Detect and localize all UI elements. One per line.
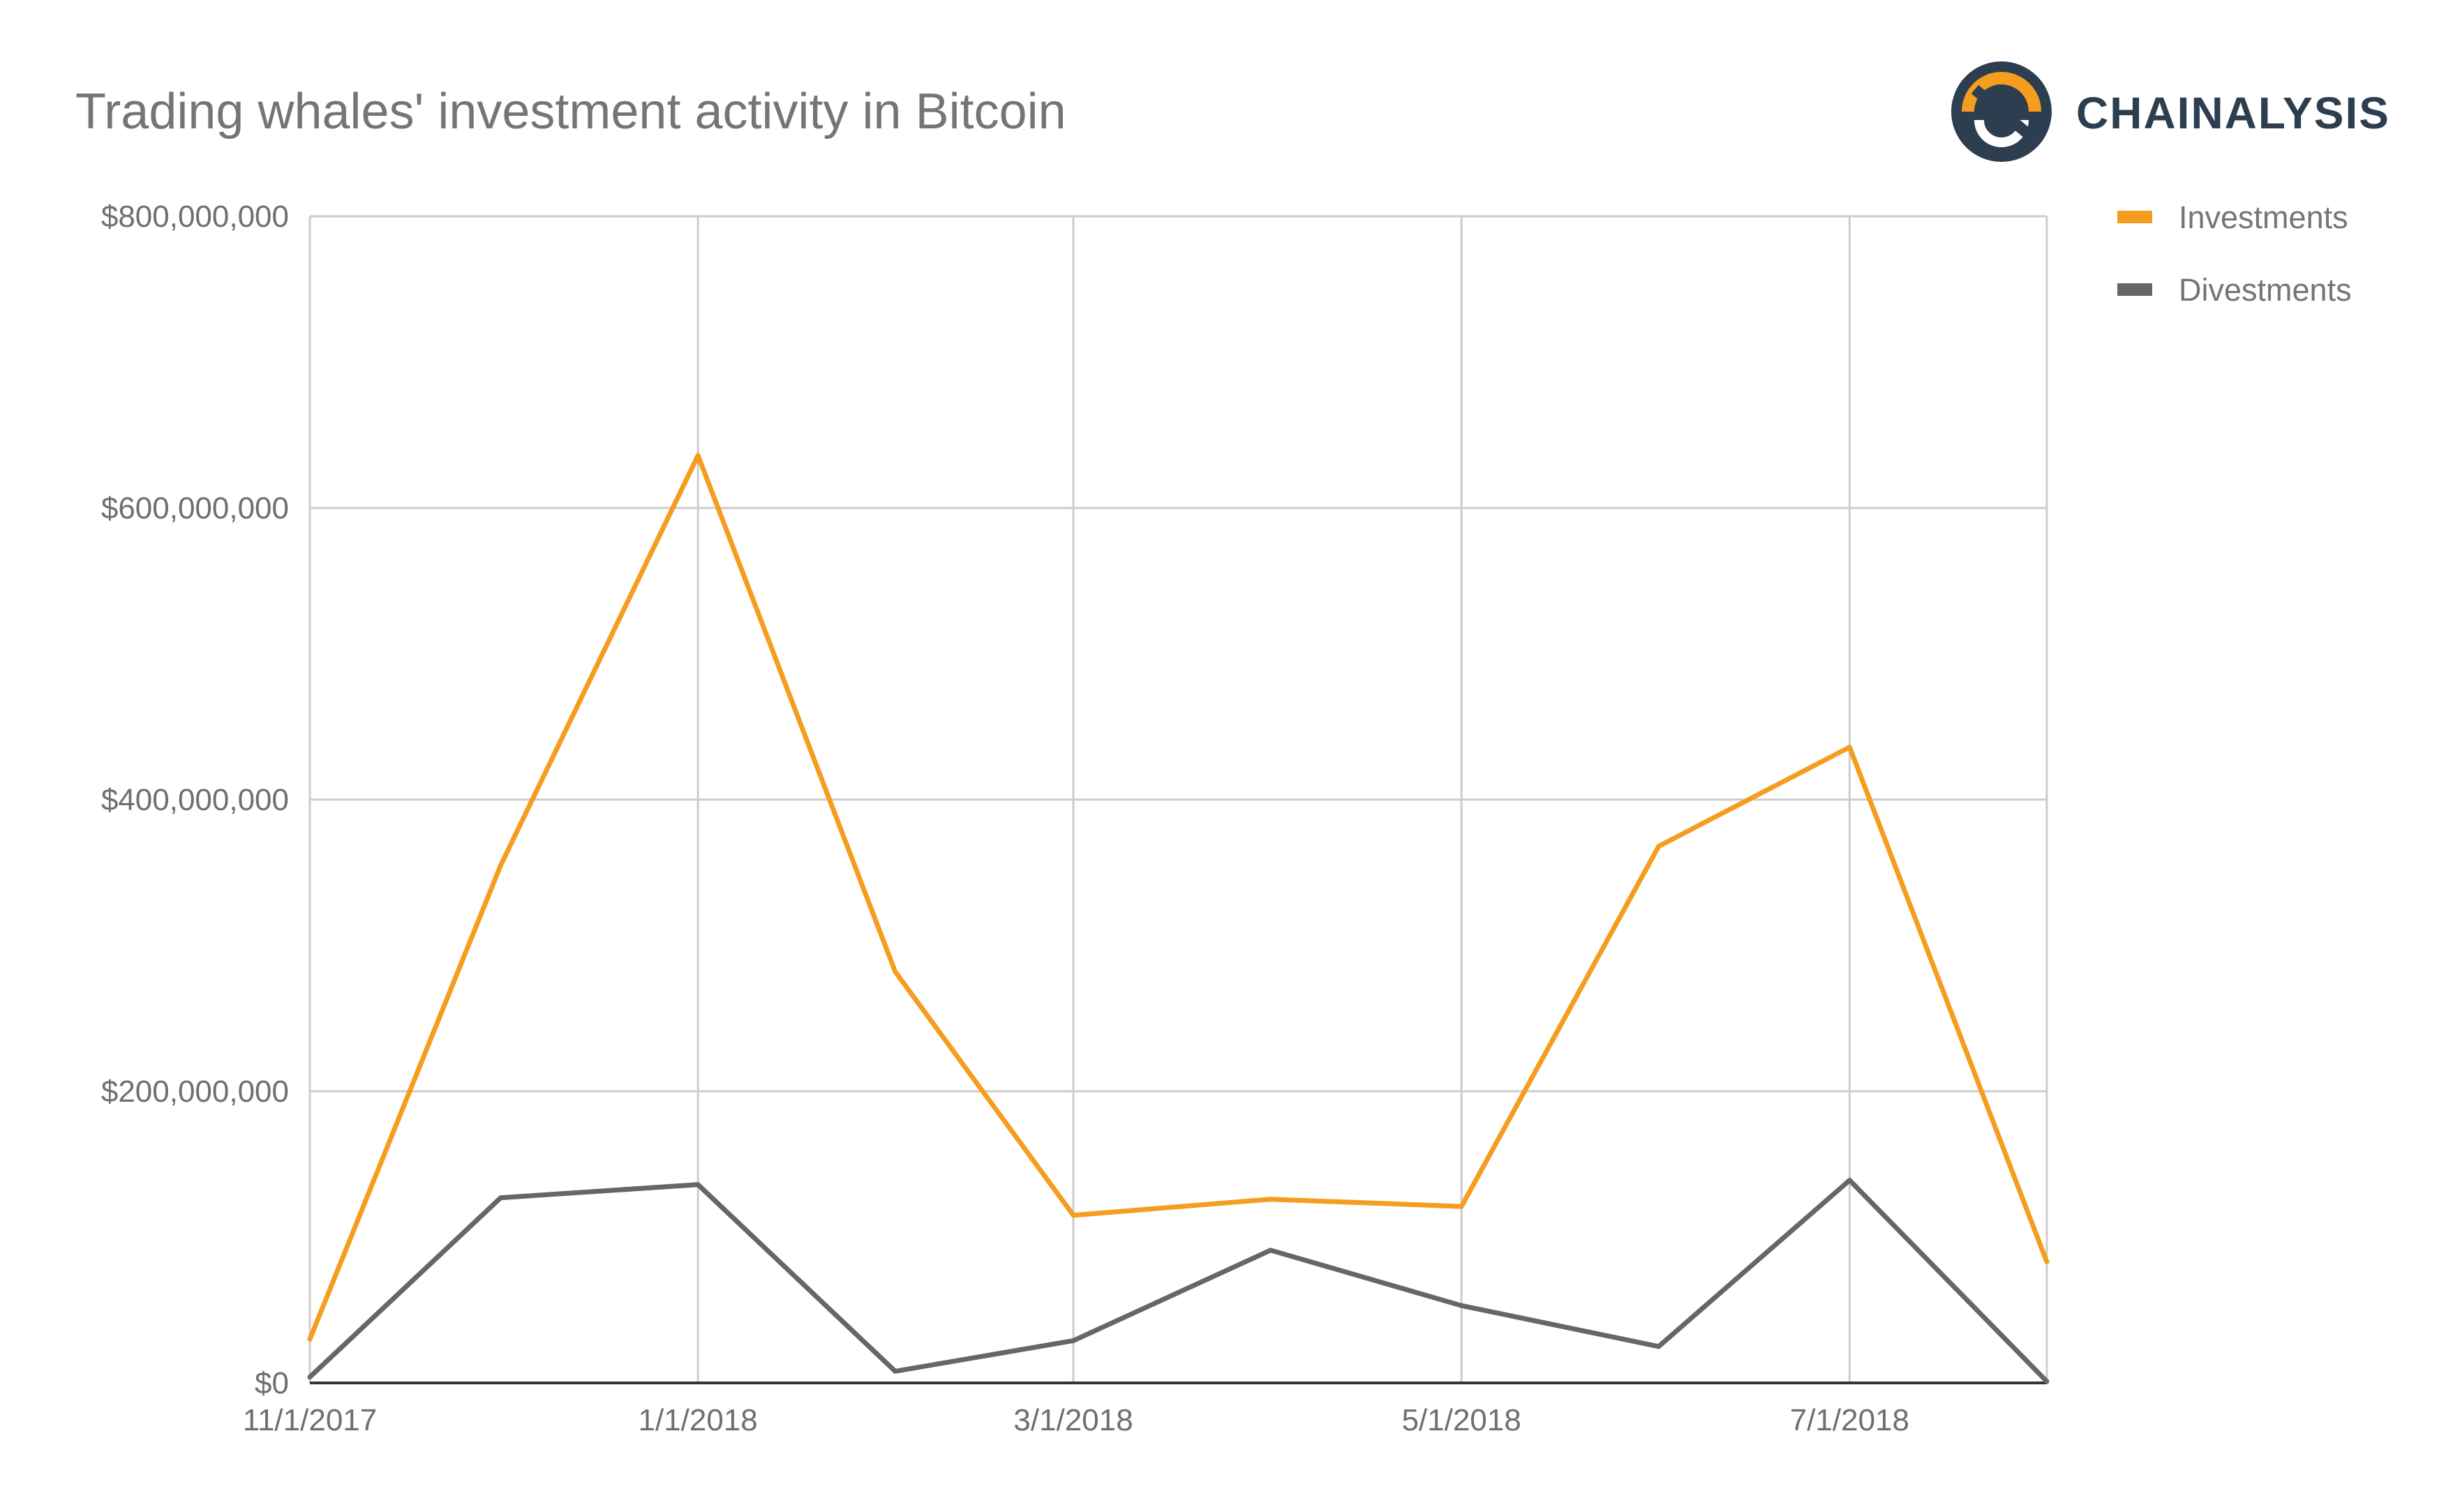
grid-lines (308, 215, 2048, 1383)
x-tick-label: 5/1/2018 (1402, 1403, 1521, 1437)
chart-title: Trading whales' investment activity in B… (75, 84, 1066, 140)
investments-series-line (307, 453, 2050, 1342)
investments-legend-label: Investments (2179, 200, 2348, 235)
y-tick-label: $600,000,000 (101, 491, 289, 525)
y-axis-ticks: $0 $200,000,000 $400,000,000 $600,000,000 $8… (101, 200, 289, 1400)
y-tick-label: $800,000,000 (101, 200, 289, 234)
chainalysis-logo: CHAINALYSIS (1951, 61, 2390, 162)
x-tick-label: 11/1/2017 (243, 1403, 377, 1437)
y-tick-label: $0 (255, 1366, 289, 1400)
divestments-legend-label: Divestments (2179, 272, 2352, 308)
divestments-series-line (307, 1178, 2050, 1384)
x-tick-label: 1/1/2018 (639, 1403, 758, 1437)
y-tick-label: $200,000,000 (101, 1075, 289, 1109)
chainalysis-logo-icon (1951, 61, 2052, 162)
x-axis-ticks: 11/1/2017 1/1/2018 3/1/2018 5/1/2018 7/1/201… (243, 1403, 1909, 1437)
divestments-legend-swatch (2117, 283, 2152, 296)
x-tick-label: 7/1/2018 (1790, 1403, 1909, 1437)
investments-legend-swatch (2117, 211, 2152, 223)
y-tick-label: $400,000,000 (101, 783, 289, 817)
series-lines (307, 453, 2050, 1384)
chainalysis-logo-text: CHAINALYSIS (2076, 88, 2390, 138)
legend: Investments Divestments (2117, 200, 2352, 308)
x-tick-label: 3/1/2018 (1013, 1403, 1133, 1437)
